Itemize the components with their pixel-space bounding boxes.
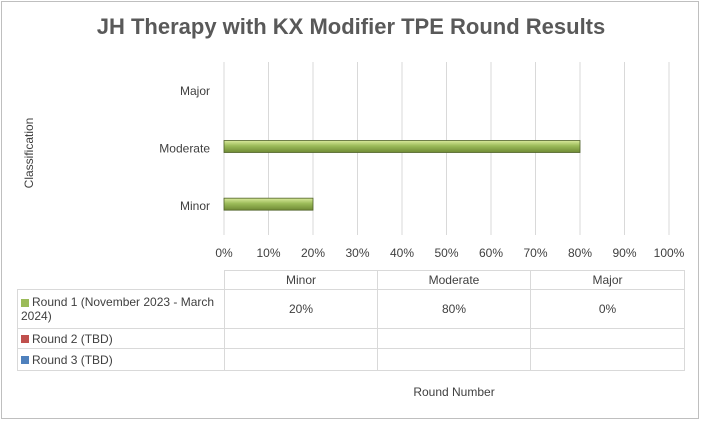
x-tick-label: 20% <box>301 246 325 260</box>
table-column-header: Major <box>530 270 685 290</box>
x-tick-label: 70% <box>523 246 547 260</box>
bar-chart: 0% 10% 20% 30% 40% 50% 60% 70% 80% 90% 100% MinorM… <box>159 62 685 260</box>
x-tick-label: 50% <box>434 246 458 260</box>
x-tick-label: 90% <box>612 246 636 260</box>
legend-entry: Round 1 (November 2023 - March 2024) <box>17 289 225 329</box>
table-row: Round 2 (TBD) <box>17 328 685 349</box>
category-labels: Minor Moderate Major <box>159 84 210 213</box>
table-cell <box>224 348 378 371</box>
x-tick-label: 30% <box>345 246 369 260</box>
legend-label: Round 2 (TBD) <box>32 331 113 346</box>
chart-title: JH Therapy with KX Modifier TPE Round Re… <box>96 14 606 39</box>
legend-label: Round 1 (November 2023 - March 2024) <box>21 295 215 323</box>
table-row: Round 1 (November 2023 - March 2024) 20% 8… <box>17 289 685 329</box>
category-label: Moderate <box>159 142 210 156</box>
table-cell: 20% <box>224 289 378 329</box>
legend-entry: Round 2 (TBD) <box>17 328 225 349</box>
x-tick-label: 40% <box>390 246 414 260</box>
x-tick-label: 80% <box>568 246 592 260</box>
table-column-header: Moderate <box>377 270 531 290</box>
table-cell <box>530 348 685 371</box>
legend-swatch <box>21 335 29 344</box>
x-tick-labels: 0% 10% 20% 30% 40% 50% 60% 70% 80% 90% 100% <box>215 246 684 260</box>
table-header-row: Minor Moderate Major <box>18 270 685 290</box>
table-cell <box>377 328 531 349</box>
bars <box>223 140 581 211</box>
table-cell: 0% <box>530 289 685 329</box>
table-row: Round 3 (TBD) <box>17 348 685 371</box>
x-axis-title: Round Number <box>413 385 495 399</box>
bar <box>223 140 581 153</box>
x-tick-label: 100% <box>654 246 685 260</box>
table-cell <box>224 328 378 349</box>
x-tick-label: 10% <box>256 246 280 260</box>
x-tick-label: 0% <box>215 246 233 260</box>
table-corner <box>18 271 225 290</box>
legend-swatch <box>21 356 29 365</box>
legend-entry: Round 3 (TBD) <box>17 348 225 371</box>
table-column-header: Minor <box>224 270 378 290</box>
category-label: Major <box>180 84 210 98</box>
y-axis-title: Classification <box>22 117 36 189</box>
bar <box>223 197 314 211</box>
table-cell <box>377 348 531 371</box>
legend-label: Round 3 (TBD) <box>32 352 113 367</box>
data-table: Minor Moderate Major Round 1 (November 2023… <box>17 270 685 371</box>
table-cell: 80% <box>377 289 531 329</box>
legend-swatch <box>21 298 29 307</box>
x-tick-label: 60% <box>479 246 503 260</box>
table-cell <box>530 328 685 349</box>
category-label: Minor <box>180 199 210 213</box>
